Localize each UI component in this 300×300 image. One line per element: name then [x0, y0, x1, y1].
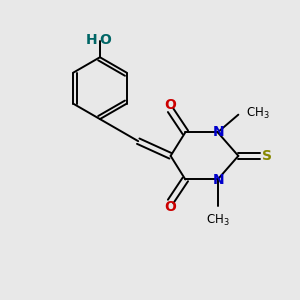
Text: O: O [165, 98, 176, 112]
Text: S: S [262, 149, 272, 163]
Text: CH$_3$: CH$_3$ [206, 212, 230, 227]
Text: H: H [86, 33, 98, 46]
Text: N: N [212, 173, 224, 187]
Text: N: N [212, 125, 224, 139]
Text: O: O [165, 200, 176, 214]
Text: CH$_3$: CH$_3$ [246, 106, 269, 121]
Text: O: O [99, 33, 111, 46]
